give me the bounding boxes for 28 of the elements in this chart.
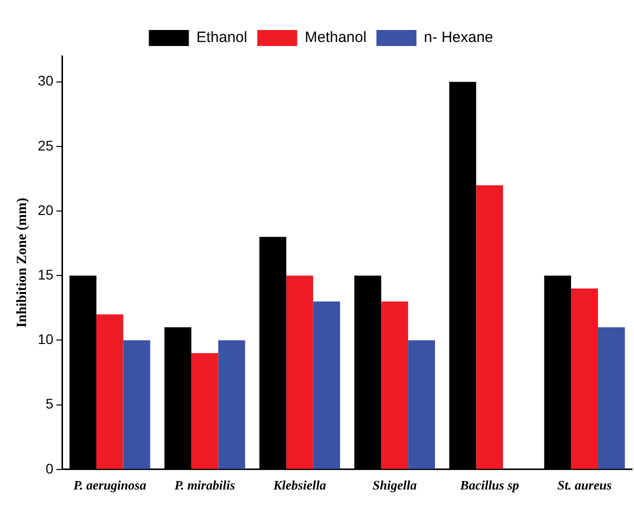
y-tick-label: 20 (38, 202, 54, 218)
legend-label: n- Hexane (424, 29, 494, 46)
y-axis-title: Inhibition Zone (mm) (15, 197, 30, 328)
bar (408, 340, 436, 469)
bar (571, 288, 598, 469)
x-tick-label: P. mirabilis (174, 478, 236, 493)
x-tick-label: P. aeruginosa (73, 478, 147, 493)
bar (96, 314, 124, 469)
bar (191, 353, 218, 469)
x-tick-label: Klebsiella (272, 478, 327, 493)
y-tick-label: 0 (46, 460, 54, 476)
x-tick-label: Shigella (372, 478, 418, 493)
y-tick-label: 15 (38, 266, 54, 282)
y-tick-label: 10 (38, 331, 54, 348)
bar (123, 340, 150, 469)
bar (218, 340, 246, 469)
y-tick-label: 30 (38, 72, 54, 89)
bar (476, 185, 504, 469)
y-tick-label: 25 (38, 137, 54, 154)
legend-label: Methanol (304, 29, 366, 46)
bar (313, 301, 340, 469)
x-tick-label: Bacillus sp (459, 478, 520, 493)
x-tick-label: St. aureus (557, 478, 612, 493)
bar (598, 327, 625, 469)
legend-label: Ethanol (196, 29, 248, 46)
bar (286, 276, 314, 469)
y-tick-label: 5 (46, 396, 54, 412)
bar (381, 301, 408, 469)
